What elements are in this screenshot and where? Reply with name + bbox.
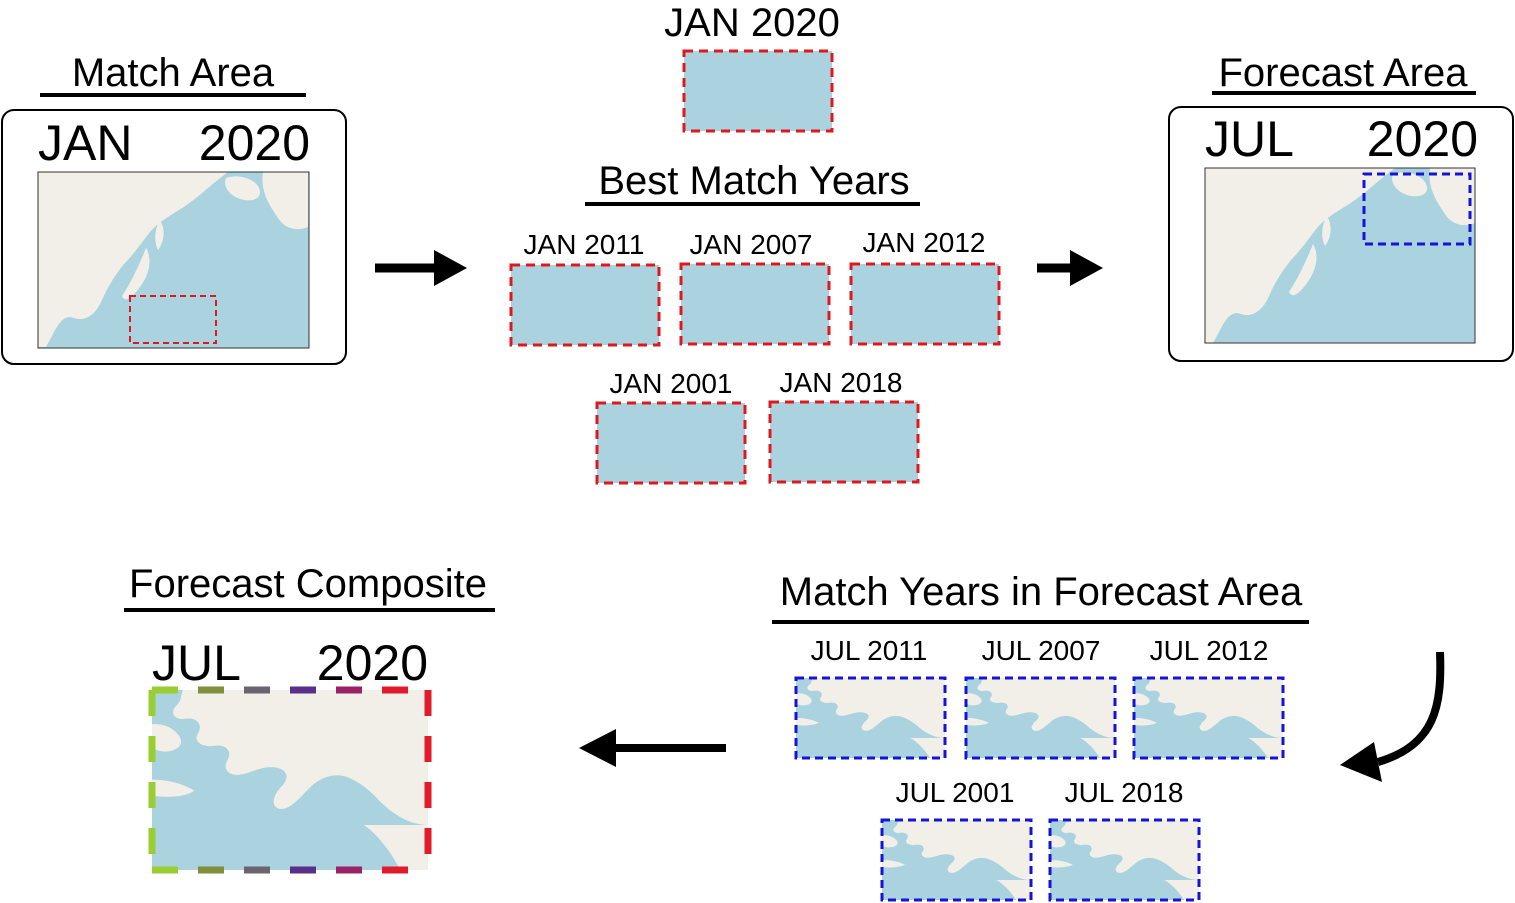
forecast-year-label: JUL 2011 [811,635,928,666]
best-match-box [679,262,831,346]
forecast-area-panel: Forecast Area JUL 2020 [1168,51,1514,362]
forecast-area-title: Forecast Area [1218,51,1468,95]
arrow-left-icon [579,729,726,767]
best-match-section: Best Match Years JAN 2011 JAN 2007 JAN 2… [509,159,1001,485]
composite-map [152,690,428,870]
arrow-right-icon [375,250,467,286]
forecast-year-box [964,676,1117,760]
forecast-year-label: JUL 2012 [1150,635,1269,666]
best-match-box [768,400,920,484]
forecast-region-box [1362,172,1472,246]
composite-year: 2020 [317,635,428,691]
forecast-composite-panel: Forecast Composite JUL 2020 [124,562,495,874]
match-area-title: Match Area [72,51,275,95]
match-years-forecast-section: Match Years in Forecast Area JUL 2011 JU… [772,570,1309,902]
forecast-year-label: JUL 2018 [1065,777,1184,808]
best-match-label: JAN 2001 [610,368,733,399]
forecast-area-month: JUL [1205,111,1294,167]
target-patch-label: JAN 2020 [664,1,840,45]
forecast-year-label: JUL 2001 [896,777,1015,808]
forecast-area-year: 2020 [1367,111,1478,167]
forecast-year-box [1132,676,1285,760]
forecast-year-box [1048,818,1201,902]
forecast-area-map [1205,168,1475,343]
match-years-forecast-title: Match Years in Forecast Area [780,570,1303,614]
match-area-map [38,172,309,348]
target-patch-box [682,49,834,133]
best-match-label: JAN 2007 [690,229,813,260]
match-area-panel: Match Area JAN 2020 [1,51,347,365]
best-match-label: JAN 2011 [524,229,645,260]
forecast-year-box [880,818,1033,902]
composite-title: Forecast Composite [129,562,487,606]
match-area-year: 2020 [199,115,310,171]
best-match-label: JAN 2018 [780,367,903,398]
best-match-box [509,263,661,347]
forecast-year-map [1050,820,1199,900]
best-match-box [595,401,747,485]
best-match-label: JAN 2012 [863,227,986,258]
best-match-box [849,262,1001,346]
composite-month: JUL [152,635,241,691]
composite-gradient-border [148,686,432,874]
forecast-year-map [1134,678,1283,758]
curved-arrow-icon [1340,651,1445,782]
best-match-title: Best Match Years [598,159,909,203]
forecast-area-frame [1168,106,1514,362]
arrow-right-icon [1037,250,1103,286]
target-patch: JAN 2020 [664,1,840,133]
forecast-year-box [794,676,947,760]
match-area-month: JAN [38,115,132,171]
forecast-year-map [796,678,945,758]
match-area-frame [1,109,347,365]
forecast-year-map [966,678,1115,758]
match-region-box [129,295,217,344]
forecast-year-label: JUL 2007 [982,635,1101,666]
forecast-year-map [882,820,1031,900]
